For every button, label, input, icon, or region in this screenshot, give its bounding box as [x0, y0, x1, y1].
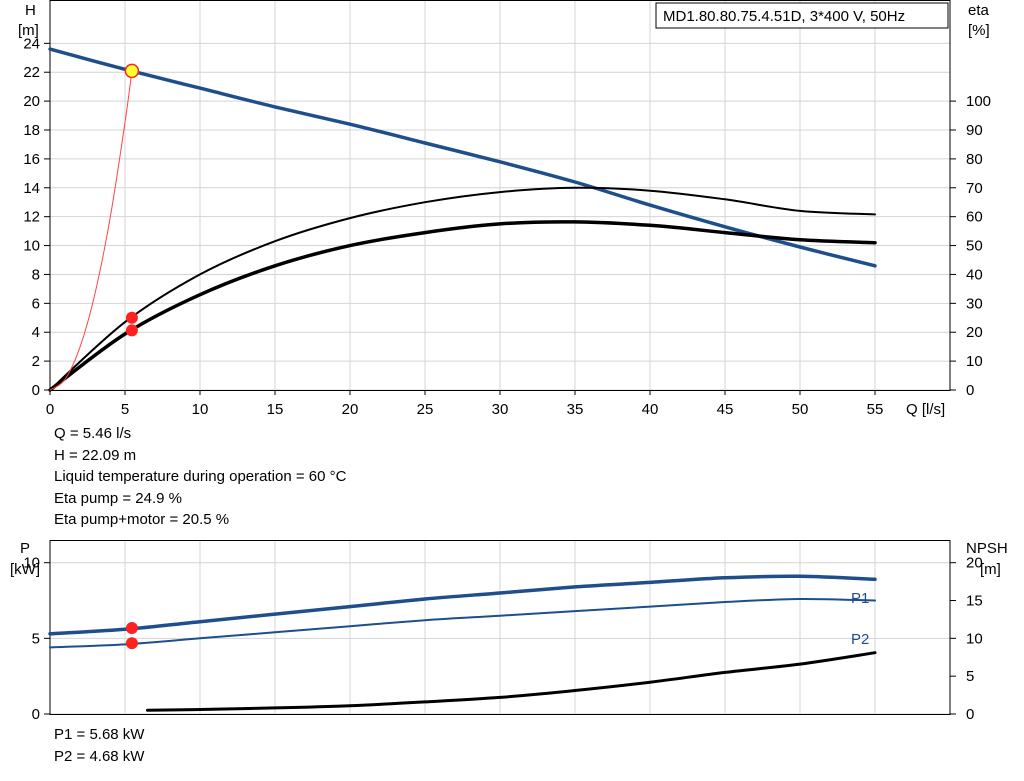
- operating-point-p2-marker: [125, 637, 138, 650]
- tick-label-left: 16: [23, 151, 40, 168]
- tick-label-left: 5: [32, 630, 40, 647]
- tick-label-right: 40: [966, 266, 983, 283]
- tick-label-left: 18: [23, 122, 40, 139]
- info-p2: P2 = 4.68 kW: [54, 747, 145, 765]
- main-chart-axes: [44, 0, 956, 395]
- operating-point-eta-marker: [125, 311, 138, 324]
- tick-label-left: 10: [23, 238, 40, 255]
- power-chart-tick-labels: 0 5 10 0 5 10 15 20: [23, 555, 982, 723]
- tick-label-left: 4: [32, 324, 40, 341]
- y-right-label-main-1: eta: [968, 2, 990, 19]
- info-p1: P1 = 5.68 kW: [54, 726, 145, 743]
- tick-label-right: 10: [966, 630, 983, 647]
- y-left-label-main-1: H: [25, 2, 36, 19]
- tick-label-bottom: 30: [492, 401, 509, 418]
- main-chart-series: [48, 47, 877, 392]
- tick-label-right: 5: [966, 668, 974, 685]
- info-eta-pump: Eta pump = 24.9 %: [54, 489, 182, 507]
- tick-label-bottom: 45: [717, 401, 734, 418]
- operating-point-head-marker: [124, 63, 140, 79]
- tick-label-bottom: 35: [567, 401, 584, 418]
- model-label: MD1.80.80.75.4.51D, 3*400 V, 50Hz: [663, 8, 905, 25]
- y-right-label-main-2: [%]: [968, 22, 990, 39]
- tick-label-right: 90: [966, 122, 983, 139]
- main-chart-gridlines: [49, 0, 951, 391]
- tick-label-bottom: 40: [642, 401, 659, 418]
- power-chart-markers: [125, 622, 138, 650]
- tick-label-bottom: 55: [867, 401, 884, 418]
- series-label-p2: P2: [851, 631, 869, 648]
- tick-label-left: 10: [23, 555, 40, 572]
- tick-label-bottom: 10: [192, 401, 209, 418]
- tick-label-right: 50: [966, 238, 983, 255]
- series-line: [49, 186, 876, 391]
- main-chart-tick-labels: 0246810121416182022240102030405060708090…: [23, 35, 991, 418]
- model-label-box: MD1.80.80.75.4.51D, 3*400 V, 50Hz: [655, 2, 949, 29]
- tick-label-left: 6: [32, 295, 40, 312]
- series-line: [48, 220, 877, 392]
- tick-label-right: 100: [966, 93, 991, 110]
- series-line: [49, 70, 133, 391]
- series-label-p1: P1: [851, 590, 869, 607]
- series-line: [48, 47, 877, 268]
- tick-label-bottom: 25: [417, 401, 434, 418]
- info-head: H = 22.09 m: [54, 446, 137, 464]
- info-temperature: Liquid temperature during operation = 60…: [54, 468, 347, 485]
- operating-point-info: Q = 5.46 l/s H = 22.09 m Liquid temperat…: [54, 423, 346, 531]
- tick-label-right: 30: [966, 295, 983, 312]
- series-line: [146, 651, 877, 712]
- operating-point-eta-marker: [125, 324, 138, 337]
- tick-label-bottom: 5: [121, 401, 129, 418]
- plot-frame: [49, 540, 951, 715]
- tick-label-bottom: 15: [267, 401, 284, 418]
- tick-label-left: 24: [23, 35, 40, 52]
- y-left-label-power-2: [kW]: [10, 561, 40, 578]
- y-right-label-power-1: NPSH: [966, 540, 1008, 557]
- tick-label-bottom: 20: [342, 401, 359, 418]
- tick-label-right: 20: [966, 555, 983, 572]
- power-info: P1 = 5.68 kW P2 = 4.68 kW: [54, 724, 144, 767]
- y-left-label-main-2: [m]: [18, 22, 39, 39]
- tick-label-right: 10: [966, 353, 983, 370]
- tick-label-left: 2: [32, 353, 40, 370]
- main-chart-markers: [124, 63, 140, 337]
- y-right-label-power-2: [m]: [980, 561, 1001, 578]
- tick-label-right: 15: [966, 593, 983, 610]
- operating-point-p1-marker: [125, 622, 138, 635]
- info-eta-pump-motor: Eta pump+motor = 20.5 %: [54, 511, 230, 528]
- tick-label-bottom: 50: [792, 401, 809, 418]
- tick-label-left: 0: [32, 706, 40, 723]
- tick-label-left: 12: [23, 209, 40, 226]
- tick-label-left: 14: [23, 180, 40, 197]
- tick-label-left: 0: [32, 382, 40, 399]
- series-line: [49, 597, 876, 649]
- tick-label-right: 80: [966, 151, 983, 168]
- tick-label-bottom: 0: [46, 401, 54, 418]
- tick-label-right: 60: [966, 209, 983, 226]
- x-axis-label: Q [l/s]: [906, 401, 945, 418]
- tick-label-left: 20: [23, 93, 40, 110]
- tick-label-right: 0: [966, 382, 974, 399]
- tick-label-right: 0: [966, 706, 974, 723]
- power-chart-axes: [44, 540, 956, 715]
- tick-label-left: 22: [23, 64, 40, 81]
- power-chart-gridlines: [49, 540, 951, 715]
- tick-label-right: 70: [966, 180, 983, 197]
- tick-label-left: 8: [32, 266, 40, 283]
- y-left-label-power-1: P: [20, 540, 30, 557]
- info-flow: Q = 5.46 l/s: [54, 425, 132, 442]
- tick-label-right: 20: [966, 324, 983, 341]
- series-line: [48, 574, 877, 636]
- power-chart-series: [48, 574, 877, 712]
